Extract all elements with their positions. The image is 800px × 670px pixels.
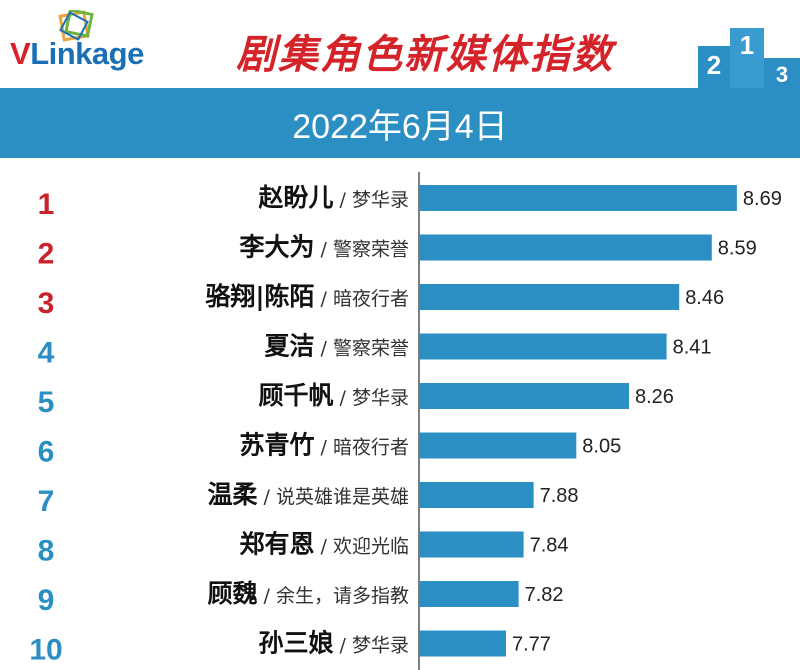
rank-number: 7 xyxy=(38,485,55,518)
row-label: 温柔 / 说英雄谁是英雄 xyxy=(208,480,409,509)
rank-number: 1 xyxy=(38,188,55,221)
chart-row: 3 骆翔|陈陌 / 暗夜行者 8.46 xyxy=(38,282,724,320)
value-label: 7.84 xyxy=(530,535,569,557)
row-label: 郑有恩 / 欢迎光临 xyxy=(240,530,409,559)
rank-number: 6 xyxy=(38,436,55,469)
row-label: 孙三娘 / 梦华录 xyxy=(259,629,409,658)
bar xyxy=(419,185,737,211)
character-name: 赵盼儿 xyxy=(258,183,334,212)
show-name: / 余生，请多指教 xyxy=(264,585,409,607)
row-label: 夏洁 / 警察荣誉 xyxy=(265,332,409,361)
podium-label-1: 1 xyxy=(740,30,754,60)
value-label: 8.05 xyxy=(582,436,621,458)
rank-number: 5 xyxy=(38,386,55,419)
rank-number: 4 xyxy=(38,337,55,370)
character-name: 孙三娘 xyxy=(259,629,334,658)
date-banner: 2022年6月4日 xyxy=(0,88,800,158)
rank-number: 10 xyxy=(29,634,62,667)
value-label: 7.88 xyxy=(540,485,579,507)
chart-row: 5 顾千帆 / 梦华录 8.26 xyxy=(38,381,674,419)
header: VLinkage 剧集角色新媒体指数 2 1 3 xyxy=(0,0,800,88)
podium-label-3: 3 xyxy=(776,62,788,87)
row-label: 李大为 / 警察荣誉 xyxy=(240,233,409,262)
podium-label-2: 2 xyxy=(707,50,721,80)
bar xyxy=(419,234,712,261)
value-label: 8.69 xyxy=(743,188,782,210)
chart-row: 2 李大为 / 警察荣誉 8.59 xyxy=(38,233,757,271)
character-name: 温柔 xyxy=(208,480,258,509)
value-label: 8.26 xyxy=(635,386,674,408)
chart-rows: 1 赵盼儿 / 梦华录 8.69 2 李大为 / 警察荣誉 8.59 3 骆翔|陈陌 / 暗夜行者 8… xyxy=(29,183,782,667)
logo-square-green xyxy=(64,10,94,38)
character-name: 苏青竹 xyxy=(240,431,315,460)
character-name: 顾魏 xyxy=(208,579,258,608)
logo-square-blue xyxy=(59,11,89,41)
bar xyxy=(419,630,506,657)
podium-second xyxy=(698,46,730,88)
row-label: 顾千帆 / 梦华录 xyxy=(259,381,409,410)
bar xyxy=(419,383,629,409)
page-title: 剧集角色新媒体指数 xyxy=(236,32,614,78)
podium-icon: 2 1 3 xyxy=(698,28,800,88)
chart-row: 1 赵盼儿 / 梦华录 8.69 xyxy=(38,183,782,221)
logo-text: VLinkage xyxy=(10,36,144,72)
character-name: 李大为 xyxy=(240,233,315,262)
chart-row: 4 夏洁 / 警察荣誉 8.41 xyxy=(38,332,712,370)
bar xyxy=(419,482,534,508)
show-name: / 梦华录 xyxy=(340,635,409,657)
character-name: 郑有恩 xyxy=(240,530,315,559)
vlinkage-logo xyxy=(58,10,94,42)
ranking-chart: 1 赵盼儿 / 梦华录 8.69 2 李大为 / 警察荣誉 8.59 3 骆翔|陈陌 / 暗夜行者 8… xyxy=(29,172,782,670)
row-label: 赵盼儿 / 梦华录 xyxy=(258,183,409,212)
podium-first xyxy=(730,28,764,88)
show-name: / 暗夜行者 xyxy=(321,288,409,310)
show-name: / 欢迎光临 xyxy=(321,536,409,558)
row-label: 顾魏 / 余生，请多指教 xyxy=(208,579,409,608)
chart-row: 6 苏青竹 / 暗夜行者 8.05 xyxy=(38,431,622,469)
row-label: 苏青竹 / 暗夜行者 xyxy=(240,431,409,460)
rank-number: 3 xyxy=(38,287,55,320)
show-name: / 警察荣誉 xyxy=(321,239,409,261)
bar xyxy=(419,333,667,360)
chart-row: 9 顾魏 / 余生，请多指教 7.82 xyxy=(38,579,564,617)
bar xyxy=(419,432,577,459)
chart-row: 7 温柔 / 说英雄谁是英雄 7.88 xyxy=(38,480,579,518)
logo-text-rest: Linkage xyxy=(30,36,144,71)
value-label: 8.41 xyxy=(673,337,712,359)
chart-row: 8 郑有恩 / 欢迎光临 7.84 xyxy=(38,530,569,568)
bar xyxy=(419,284,680,310)
rank-number: 9 xyxy=(38,584,55,617)
show-name: / 梦华录 xyxy=(340,189,409,211)
row-label: 骆翔|陈陌 / 暗夜行者 xyxy=(205,282,409,311)
rank-number: 8 xyxy=(38,535,55,568)
value-label: 7.77 xyxy=(512,634,551,656)
bar xyxy=(419,531,524,558)
podium-third xyxy=(764,58,800,88)
value-label: 8.59 xyxy=(718,238,757,260)
chart-row: 10 孙三娘 / 梦华录 7.77 xyxy=(29,629,551,667)
rank-number: 2 xyxy=(38,238,55,271)
character-name: 骆翔|陈陌 xyxy=(205,282,314,311)
show-name: / 暗夜行者 xyxy=(321,437,409,459)
date-text: 2022年6月4日 xyxy=(292,107,508,146)
logo-text-v: V xyxy=(10,36,31,71)
show-name: / 警察荣誉 xyxy=(321,338,409,360)
character-name: 顾千帆 xyxy=(259,381,334,410)
value-label: 8.46 xyxy=(685,287,724,309)
bar xyxy=(419,581,519,607)
show-name: / 说英雄谁是英雄 xyxy=(264,486,409,508)
character-name: 夏洁 xyxy=(265,332,315,361)
value-label: 7.82 xyxy=(525,584,564,606)
show-name: / 梦华录 xyxy=(340,387,409,409)
